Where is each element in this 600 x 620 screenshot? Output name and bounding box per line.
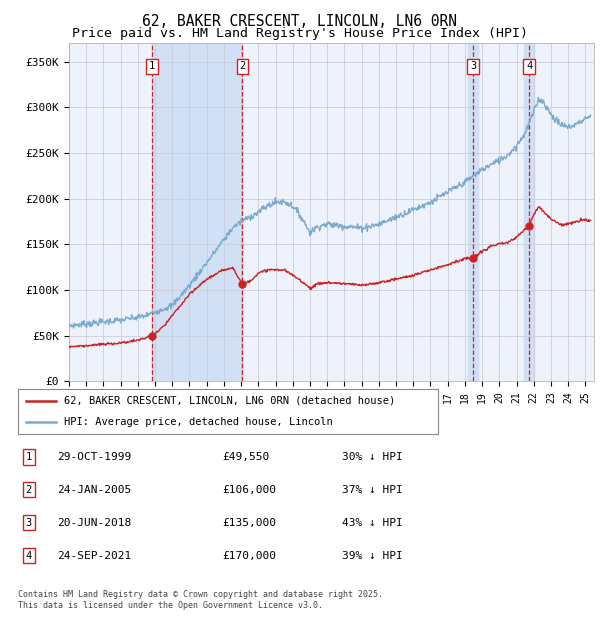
Bar [468, 43, 478, 381]
Text: £170,000: £170,000 [222, 551, 276, 560]
Text: 24-SEP-2021: 24-SEP-2021 [57, 551, 131, 560]
Text: £106,000: £106,000 [222, 485, 276, 495]
Text: 1: 1 [149, 61, 155, 71]
Text: 3: 3 [26, 518, 32, 528]
Bar [152, 43, 242, 381]
Text: 29-OCT-1999: 29-OCT-1999 [57, 452, 131, 462]
Text: 43% ↓ HPI: 43% ↓ HPI [342, 518, 403, 528]
Text: 62, BAKER CRESCENT, LINCOLN, LN6 0RN (detached house): 62, BAKER CRESCENT, LINCOLN, LN6 0RN (de… [64, 396, 395, 406]
Text: Price paid vs. HM Land Registry's House Price Index (HPI): Price paid vs. HM Land Registry's House … [72, 27, 528, 40]
Text: 24-JAN-2005: 24-JAN-2005 [57, 485, 131, 495]
Text: Contains HM Land Registry data © Crown copyright and database right 2025.
This d: Contains HM Land Registry data © Crown c… [18, 590, 383, 609]
Text: £49,550: £49,550 [222, 452, 269, 462]
Text: 3: 3 [470, 61, 476, 71]
Text: 4: 4 [526, 61, 532, 71]
Text: 30% ↓ HPI: 30% ↓ HPI [342, 452, 403, 462]
Text: 62, BAKER CRESCENT, LINCOLN, LN6 0RN: 62, BAKER CRESCENT, LINCOLN, LN6 0RN [143, 14, 458, 29]
Text: 2: 2 [239, 61, 245, 71]
Text: 20-JUN-2018: 20-JUN-2018 [57, 518, 131, 528]
Text: 1: 1 [26, 452, 32, 462]
Text: 2: 2 [26, 485, 32, 495]
Bar [524, 43, 534, 381]
Text: 4: 4 [26, 551, 32, 560]
Text: £135,000: £135,000 [222, 518, 276, 528]
Text: HPI: Average price, detached house, Lincoln: HPI: Average price, detached house, Linc… [64, 417, 333, 427]
Text: 37% ↓ HPI: 37% ↓ HPI [342, 485, 403, 495]
Text: 39% ↓ HPI: 39% ↓ HPI [342, 551, 403, 560]
